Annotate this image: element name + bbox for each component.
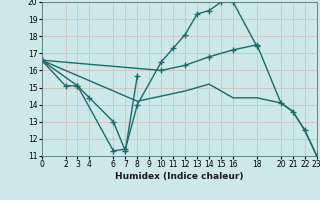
X-axis label: Humidex (Indice chaleur): Humidex (Indice chaleur) <box>115 172 244 181</box>
